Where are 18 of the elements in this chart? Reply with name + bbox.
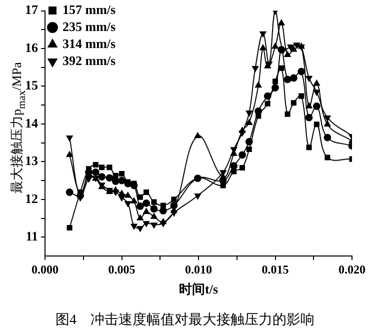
y-tick-label: 15 xyxy=(25,78,38,93)
y-tick-label: 11 xyxy=(26,228,38,244)
legend-label: 235 mm/s xyxy=(62,18,116,34)
y-tick-label: 17 xyxy=(25,2,38,18)
legend-label: 157 mm/s xyxy=(62,2,116,17)
x-tick-label: 0.010 xyxy=(185,262,212,276)
x-tick-label: 0.015 xyxy=(262,262,289,276)
x-axis-title: 时间t/s xyxy=(179,282,218,297)
y-tick-label: 13 xyxy=(25,153,38,168)
x-tick-label: 0.000 xyxy=(32,262,58,276)
x-tick-label: 0.005 xyxy=(108,262,136,276)
caption: 图4 冲击速度幅值对最大接触压力的影响 xyxy=(54,311,316,329)
legend-label: 314 mm/s xyxy=(62,36,116,51)
y-tick-label: 16 xyxy=(25,40,38,55)
x-tick-label: 0.020 xyxy=(338,262,366,276)
legend-label: 392 mm/s xyxy=(62,52,116,68)
y-tick-label: 14 xyxy=(25,115,38,130)
y-tick-label: 12 xyxy=(25,190,38,206)
